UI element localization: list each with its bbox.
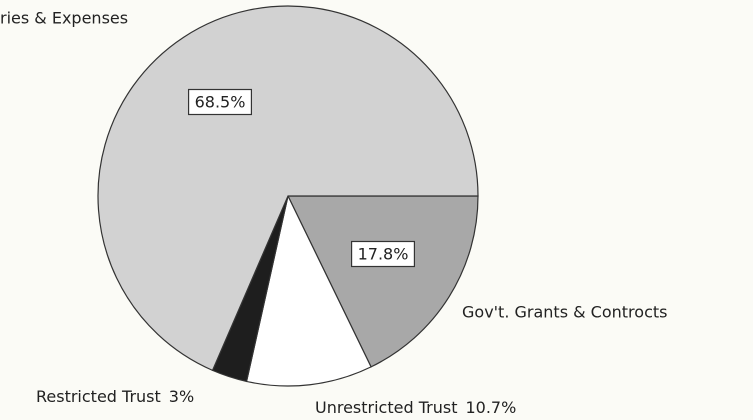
slice-name: Restricted Trust [36, 387, 161, 406]
value-label-box [187, 88, 253, 116]
slice-name: Gov't. Grants & Controcts [462, 303, 667, 322]
value-label: 3% [169, 387, 194, 406]
pie-slice [287, 195, 479, 368]
value-label: 10.7% [465, 398, 516, 417]
slice-name: ries & Expenses [0, 9, 128, 28]
value-label: 68.5% [195, 93, 246, 112]
value-label: 17.8% [358, 245, 409, 264]
slice-label: Restricted Trust 3% [36, 387, 194, 406]
slice-name: Unrestricted Trust [315, 398, 457, 417]
slice-label: Unrestricted Trust 10.7% [315, 398, 516, 417]
value-label-box [350, 240, 416, 268]
